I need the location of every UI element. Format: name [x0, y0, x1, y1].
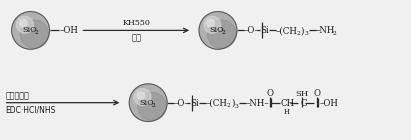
Text: 硫代苹果酸: 硫代苹果酸 [6, 91, 30, 100]
Text: H: H [284, 108, 290, 116]
Circle shape [20, 20, 48, 48]
Text: 2: 2 [34, 30, 38, 35]
Circle shape [138, 92, 166, 121]
Circle shape [129, 84, 167, 122]
Text: Si: Si [260, 26, 268, 35]
Text: O: O [313, 89, 320, 98]
Text: 2: 2 [297, 31, 300, 36]
Text: 3: 3 [235, 104, 239, 109]
Circle shape [199, 12, 237, 49]
Circle shape [12, 12, 50, 49]
Text: 2: 2 [227, 103, 231, 108]
Text: KH550: KH550 [122, 19, 150, 27]
Text: ): ) [301, 26, 304, 35]
Text: CH: CH [281, 99, 295, 108]
Circle shape [208, 20, 236, 48]
Text: 2: 2 [152, 103, 155, 108]
Text: SiO: SiO [140, 99, 155, 107]
Text: O: O [266, 89, 273, 98]
Text: SiO: SiO [22, 26, 37, 34]
Text: C: C [301, 99, 307, 108]
Circle shape [20, 19, 27, 27]
Text: –OH: –OH [320, 99, 339, 108]
Text: 2: 2 [332, 31, 336, 36]
Text: –O–: –O– [244, 26, 260, 35]
Circle shape [137, 92, 145, 99]
Text: 2: 2 [222, 30, 225, 35]
Circle shape [207, 19, 215, 27]
Text: –(CH: –(CH [276, 26, 298, 35]
Text: ): ) [231, 99, 234, 108]
Text: –(CH: –(CH [206, 99, 228, 108]
Text: 3: 3 [305, 31, 309, 36]
Text: –OH: –OH [60, 26, 79, 35]
Text: Si: Si [190, 99, 199, 108]
Text: EDC·HCl/NHS: EDC·HCl/NHS [6, 105, 56, 114]
Text: SH: SH [295, 90, 308, 98]
Circle shape [204, 16, 221, 33]
Text: –O–: –O– [174, 99, 190, 108]
Circle shape [16, 16, 33, 33]
Text: –NH: –NH [316, 26, 335, 35]
Circle shape [134, 89, 151, 106]
Text: 苯苯: 苯苯 [131, 34, 141, 42]
Text: –NH–: –NH– [246, 99, 270, 108]
Text: SiO: SiO [210, 26, 224, 34]
